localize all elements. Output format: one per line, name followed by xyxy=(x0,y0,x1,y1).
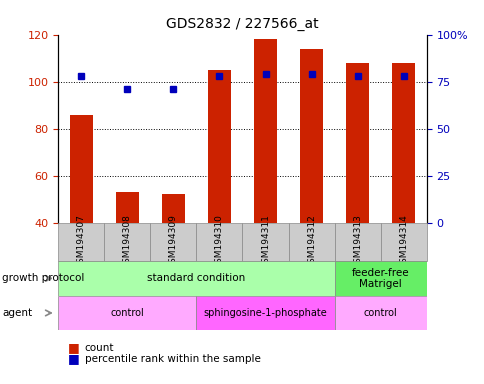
Bar xyxy=(58,223,104,261)
Text: ■: ■ xyxy=(68,341,79,354)
Text: control: control xyxy=(363,308,397,318)
Bar xyxy=(104,223,150,261)
Bar xyxy=(300,49,322,223)
Text: GSM194307: GSM194307 xyxy=(76,215,86,269)
Bar xyxy=(116,192,138,223)
Bar xyxy=(380,223,426,261)
Bar xyxy=(208,70,230,223)
Text: count: count xyxy=(85,343,114,353)
Bar xyxy=(196,296,334,330)
Text: GSM194310: GSM194310 xyxy=(214,215,224,269)
Bar xyxy=(346,63,368,223)
Text: growth protocol: growth protocol xyxy=(2,273,85,283)
Text: percentile rank within the sample: percentile rank within the sample xyxy=(85,354,260,364)
Bar xyxy=(334,223,380,261)
Bar xyxy=(196,223,242,261)
Bar xyxy=(392,63,414,223)
Bar xyxy=(242,223,288,261)
Bar xyxy=(288,223,334,261)
Text: agent: agent xyxy=(2,308,32,318)
Text: GSM194314: GSM194314 xyxy=(398,215,408,269)
Text: GSM194308: GSM194308 xyxy=(122,215,132,269)
Bar xyxy=(58,296,196,330)
Text: GDS2832 / 227566_at: GDS2832 / 227566_at xyxy=(166,17,318,31)
Text: GSM194313: GSM194313 xyxy=(352,215,362,269)
Text: standard condition: standard condition xyxy=(147,273,245,283)
Bar xyxy=(70,114,92,223)
Text: feeder-free
Matrigel: feeder-free Matrigel xyxy=(351,268,408,289)
Bar xyxy=(58,261,334,296)
Text: GSM194312: GSM194312 xyxy=(306,215,316,269)
Bar xyxy=(162,194,184,223)
Text: GSM194309: GSM194309 xyxy=(168,215,178,269)
Text: GSM194311: GSM194311 xyxy=(260,215,270,269)
Text: ■: ■ xyxy=(68,353,79,366)
Bar xyxy=(150,223,196,261)
Bar xyxy=(334,296,426,330)
Text: sphingosine-1-phosphate: sphingosine-1-phosphate xyxy=(203,308,327,318)
Bar xyxy=(334,261,426,296)
Bar xyxy=(254,39,276,223)
Text: control: control xyxy=(110,308,144,318)
